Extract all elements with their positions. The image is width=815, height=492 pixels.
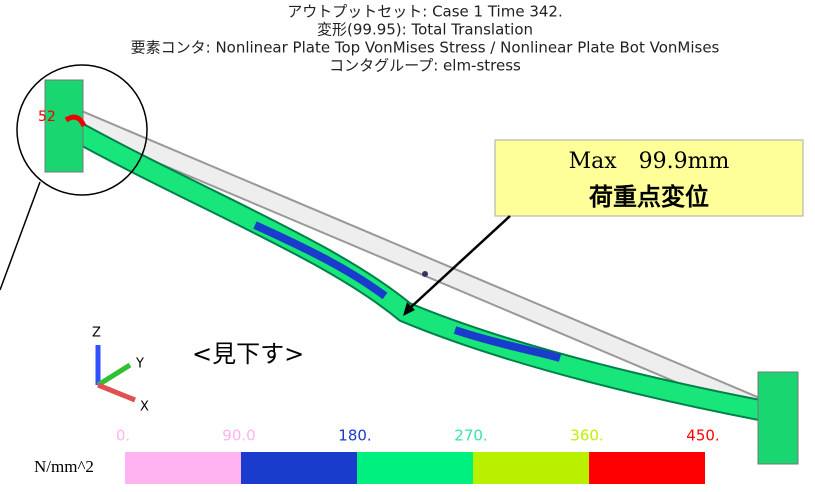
legend-label: 270. — [454, 427, 487, 445]
node-label: 52 — [38, 109, 56, 125]
leader-line — [0, 181, 41, 291]
axis-x — [97, 382, 136, 403]
callout-text: 荷重点変位 — [589, 183, 709, 211]
legend-label: 90.0 — [222, 427, 255, 445]
legend-swatch — [473, 452, 589, 484]
view-label: <見下す> — [192, 340, 304, 368]
legend-label: 450. — [686, 427, 719, 445]
legend-label: 180. — [338, 427, 371, 445]
legend-label: 360. — [570, 427, 603, 445]
callout-box — [494, 139, 804, 217]
callout-text: Max 99.9mm — [569, 149, 730, 174]
legend-swatch — [241, 452, 357, 484]
arrow-head — [403, 302, 415, 316]
stress-zone — [253, 221, 388, 300]
axis-y — [96, 362, 132, 388]
header-line: 要素コンタ: Nonlinear Plate Top VonMises Stre… — [131, 39, 720, 57]
end-plate — [44, 79, 84, 173]
highlight-circle — [16, 64, 148, 196]
header-line: 変形(99.95): Total Translation — [317, 21, 533, 39]
node — [422, 271, 428, 277]
legend-swatch — [589, 452, 705, 484]
undeformed-beam — [67, 110, 773, 418]
end-plate — [757, 371, 799, 465]
stress-zone — [453, 326, 562, 362]
arrow — [409, 215, 511, 309]
axis-label: Z — [92, 326, 101, 341]
legend-swatch — [357, 452, 473, 484]
hot-spot — [64, 114, 87, 128]
legend-swatch — [125, 452, 241, 484]
legend-label: 0. — [116, 427, 130, 445]
header-line: コンタグループ: elm-stress — [329, 57, 521, 75]
axis-label: Y — [135, 357, 144, 372]
header-line: アウトプットセット: Case 1 Time 342. — [287, 3, 563, 21]
axis-label: X — [140, 400, 149, 415]
legend-unit: N/mm^2 — [34, 457, 94, 476]
